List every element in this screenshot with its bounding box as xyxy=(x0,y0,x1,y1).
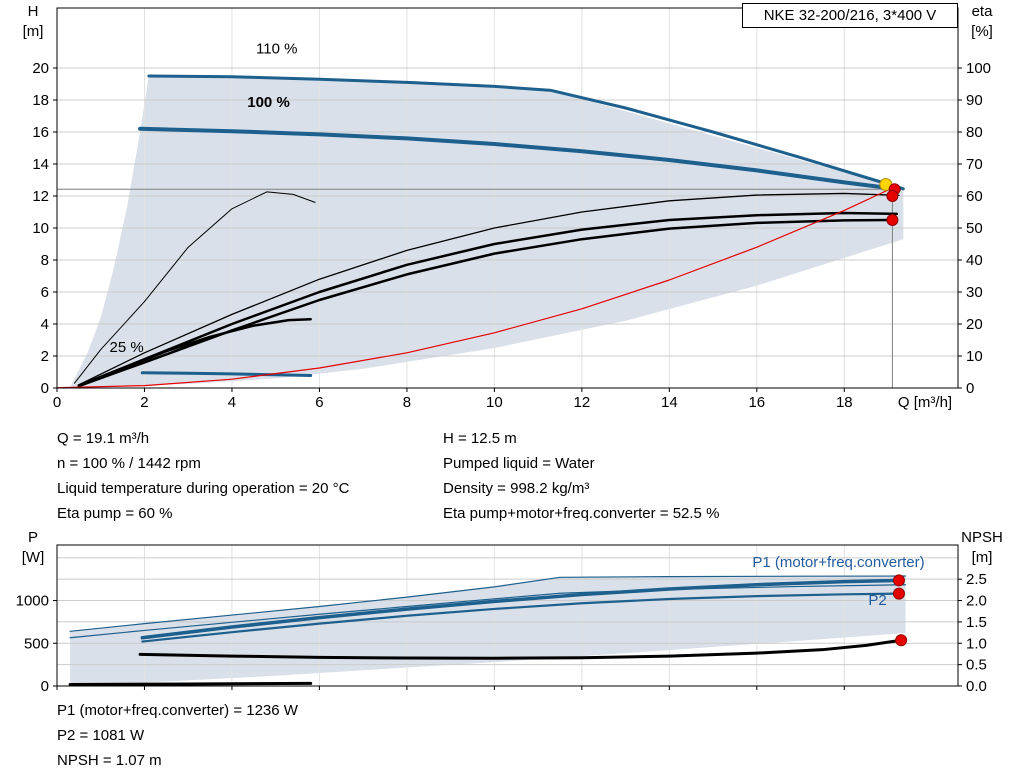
tick-label-y-right: 2.0 xyxy=(966,593,987,610)
tick-label-y-left: 4 xyxy=(41,316,49,333)
right-axis-title: eta xyxy=(972,3,994,20)
left-axis-title: H xyxy=(28,3,39,20)
p-25-curve xyxy=(68,681,313,686)
tick-label-y-left: 20 xyxy=(32,60,49,77)
left-axis-title: P xyxy=(28,529,38,546)
tick-label-y-right: 60 xyxy=(966,188,983,205)
eta-total-curve xyxy=(77,218,896,388)
tick-label-x: 18 xyxy=(836,394,853,411)
tick-label-y-left: 2 xyxy=(41,348,49,365)
tick-label-x: 8 xyxy=(403,394,411,411)
npsh-curve xyxy=(138,638,903,660)
plot-frame xyxy=(56,7,959,389)
tick-label-x: 12 xyxy=(574,394,591,411)
tick-label-x: 14 xyxy=(661,394,678,411)
duty-readouts-right: H = 12.5 m Pumped liquid = Water Density… xyxy=(443,426,719,526)
tick-label-y-left: 500 xyxy=(24,635,49,652)
tick-label-y-right: 30 xyxy=(966,284,983,301)
x-axis-title: Q [m³/h] xyxy=(898,394,952,411)
tick-label-y-right: 80 xyxy=(966,124,983,141)
curve-label: 25 % xyxy=(109,339,143,356)
tick-label-y-left: 0 xyxy=(41,380,49,397)
left-axis-title: [m] xyxy=(23,23,44,40)
tick-label-y-right: 50 xyxy=(966,220,983,237)
tick-label-y-right: 100 xyxy=(966,60,991,77)
tick-label-y-left: 18 xyxy=(32,92,49,109)
readout-eta-total: Eta pump+motor+freq.converter = 52.5 % xyxy=(443,505,720,522)
system-curve xyxy=(56,187,893,389)
tick-label-y-left: 10 xyxy=(32,220,49,237)
curve-label: P1 (motor+freq.converter) xyxy=(752,554,924,571)
right-axis-title: [%] xyxy=(971,23,993,40)
tick-label-y-right: 10 xyxy=(966,348,983,365)
p1-110-curve xyxy=(69,575,907,632)
readout-liquid-temperature: Liquid temperature during operation = 20… xyxy=(57,480,350,497)
curve-label: P2 xyxy=(868,592,886,609)
pump-type-label: NKE 32-200/216, 3*400 V xyxy=(742,3,958,28)
tick-label-y-right: 0 xyxy=(966,380,974,397)
duty-readouts-left: Q = 19.1 m³/h n = 100 % / 1442 rpm Liqui… xyxy=(57,426,349,526)
operating-envelope xyxy=(70,76,904,388)
p2-op-marker xyxy=(892,587,905,600)
eta-motor-upper-curve xyxy=(77,211,899,387)
tick-label-y-left: 8 xyxy=(41,252,49,269)
right-axis-title: NPSH xyxy=(961,529,1003,546)
readout-flow: Q = 19.1 m³/h xyxy=(57,430,150,447)
tick-label-x: 10 xyxy=(486,394,503,411)
tick-label-x: 2 xyxy=(140,394,148,411)
tick-label-x: 0 xyxy=(53,394,61,411)
p1-curve xyxy=(140,578,901,640)
left-axis-title: [W] xyxy=(22,549,45,566)
readout-head: H = 12.5 m xyxy=(443,430,517,447)
tick-label-y-right: 1.0 xyxy=(966,635,987,652)
op-point-eta-total-marker xyxy=(886,214,899,226)
readout-p1: P1 (motor+freq.converter) = 1236 W xyxy=(57,702,298,719)
readout-npsh: NPSH = 1.07 m xyxy=(57,752,162,769)
readout-pumped-liquid: Pumped liquid = Water xyxy=(443,455,595,472)
eta-25-curve xyxy=(77,317,312,387)
tick-label-y-right: 40 xyxy=(966,252,983,269)
tick-label-x: 4 xyxy=(228,394,236,411)
speed-100-curve xyxy=(138,126,901,192)
tick-label-y-right: 1.5 xyxy=(966,614,987,631)
tick-label-y-right: 2.5 xyxy=(966,571,987,588)
tick-label-y-right: 0.0 xyxy=(966,678,987,695)
speed-110-curve xyxy=(147,74,905,191)
readout-p2: P2 = 1081 W xyxy=(57,727,145,744)
tick-label-y-right: 0.5 xyxy=(966,657,987,674)
tick-label-y-left: 16 xyxy=(32,124,49,141)
eta-pump-reduced-curve xyxy=(73,191,316,384)
speed-25-curve xyxy=(140,371,313,378)
power-npsh-chart: 0 500 1000 0.0 0.5 1.0 1.5 2.0 2.5 P [W] NPSH [m] P1 … xyxy=(16,529,1003,695)
p2-curve xyxy=(141,592,901,643)
plot-frame xyxy=(56,544,959,687)
tick-label-y-left: 12 xyxy=(32,188,49,205)
readout-density: Density = 998.2 kg/m³ xyxy=(443,480,590,497)
qh-eta-chart: 0 2 4 6 8 10 12 14 16 18 Q [m³/h] 0 2 4 6 8 10 12 14 16 18 20… xyxy=(23,3,994,411)
tick-label-y-left: 0 xyxy=(41,678,49,695)
curve-label: 110 % xyxy=(256,41,297,58)
eta-pump-curve xyxy=(78,192,900,386)
tick-label-y-right: 20 xyxy=(966,316,983,333)
tick-label-y-left: 6 xyxy=(41,284,49,301)
tick-label-y-right: 90 xyxy=(966,92,983,109)
tick-label-x: 6 xyxy=(315,394,323,411)
op-point-eta-pump-marker xyxy=(886,190,899,202)
power-readouts: P1 (motor+freq.converter) = 1236 W P2 = … xyxy=(57,698,298,773)
readout-speed: n = 100 % / 1442 rpm xyxy=(57,455,201,472)
tick-label-y-right: 70 xyxy=(966,156,983,173)
tick-label-x: 16 xyxy=(748,394,765,411)
right-axis-title: [m] xyxy=(972,549,993,566)
tick-label-y-left: 14 xyxy=(32,156,49,173)
readout-eta-pump: Eta pump = 60 % xyxy=(57,505,173,522)
curve-label: 100 % xyxy=(247,94,290,111)
p2-110-curve xyxy=(69,584,907,639)
npsh-op-marker xyxy=(895,634,908,647)
p1-op-marker xyxy=(892,574,905,587)
tick-label-y-left: 1000 xyxy=(16,593,49,610)
